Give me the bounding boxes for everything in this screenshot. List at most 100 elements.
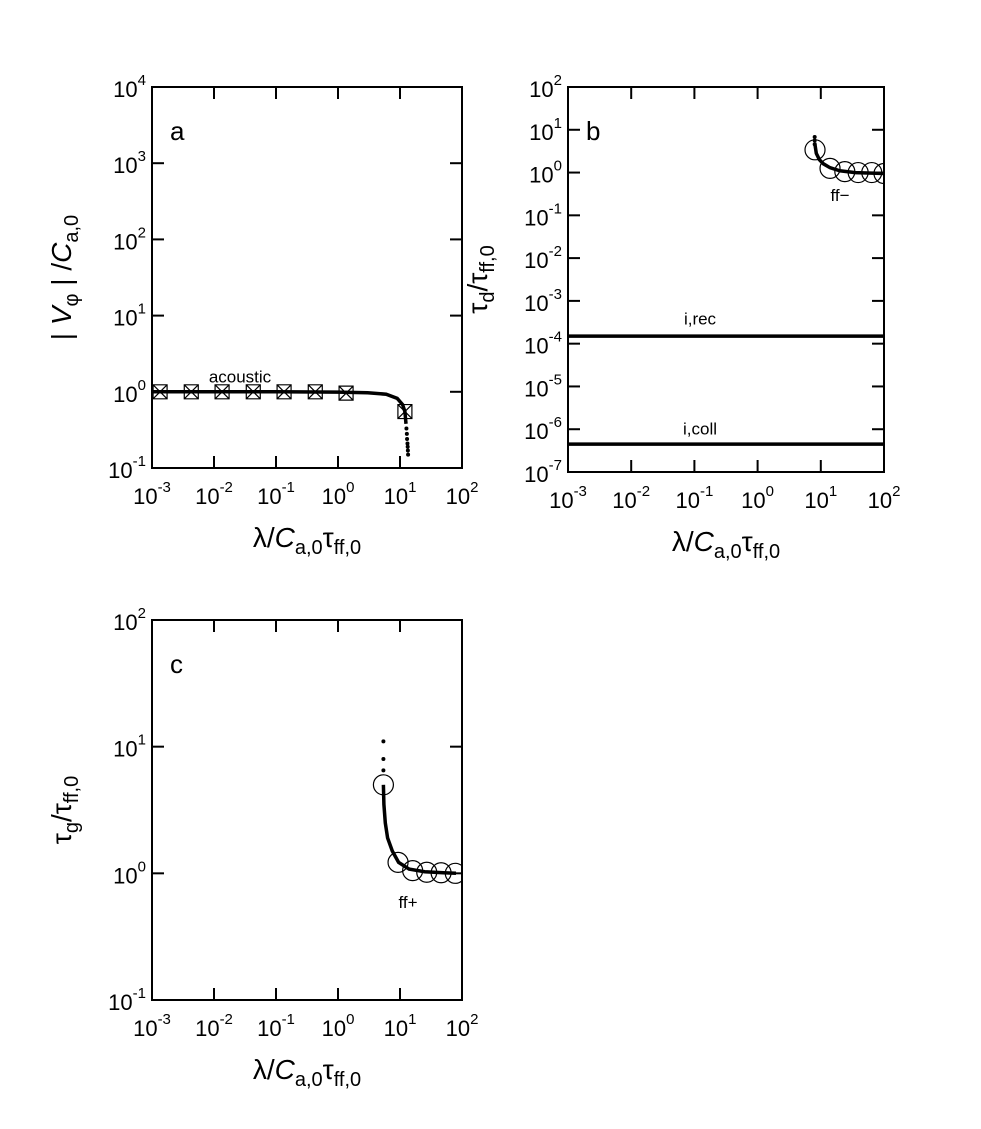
circle-marker	[834, 161, 856, 183]
plot-frame	[151, 619, 463, 1001]
y-tick-label: 10-2	[524, 243, 562, 273]
dot	[381, 739, 386, 744]
boxx-marker	[183, 384, 199, 400]
panel-label: b	[586, 116, 600, 146]
x-tick-label: 100	[741, 483, 774, 513]
y-tick-label: 10-1	[108, 985, 146, 1015]
y-tick-label: 10-1	[524, 200, 562, 230]
circle-marker	[444, 862, 462, 884]
y-axis-label: τd/τff,0​	[462, 245, 499, 313]
plot-frame	[567, 86, 885, 473]
series	[404, 426, 411, 457]
series	[381, 784, 457, 876]
series	[152, 384, 413, 420]
y-tick-label: 103	[113, 148, 146, 178]
plot-frame	[151, 86, 463, 469]
boxx-marker	[214, 384, 230, 400]
y-tick-label: 102	[113, 224, 146, 254]
y-tick-label: 101	[113, 301, 146, 331]
series	[804, 139, 884, 185]
y-tick-label: 100	[113, 858, 146, 888]
boxx-marker	[397, 403, 413, 420]
y-tick-label: 104	[113, 72, 146, 102]
x-axis-label: λ/Ca,0τff,0​	[253, 522, 361, 559]
circle-marker	[402, 860, 424, 882]
panel-label: a	[170, 116, 185, 146]
dot	[381, 768, 386, 773]
dot	[404, 426, 409, 431]
dot	[812, 142, 817, 147]
x-tick-label: 10-3	[133, 1011, 171, 1041]
x-tick-label: 101	[804, 483, 837, 513]
y-tick-label: 100	[529, 158, 562, 188]
dot	[406, 452, 411, 457]
x-tick-label: 10-1	[257, 479, 295, 509]
dot	[812, 134, 817, 139]
dot	[405, 437, 410, 442]
panel: 10-3 10-2 10-1 100 101 102 10-1 100 101 102 103 104…	[46, 72, 478, 559]
series-annotation: i,rec	[684, 310, 717, 329]
series	[152, 390, 408, 424]
y-tick-label: 102	[113, 605, 146, 635]
series-annotation: acoustic	[209, 367, 272, 386]
dot	[405, 444, 410, 449]
dot	[405, 448, 410, 453]
x-tick-label: 10-2	[195, 479, 233, 509]
boxx-marker	[245, 384, 261, 400]
x-tick-label: 10-1	[257, 1011, 295, 1041]
x-tick-label: 10-2	[612, 483, 650, 513]
y-tick-label: 101	[113, 732, 146, 762]
circle-marker	[372, 774, 395, 796]
curve	[381, 784, 457, 876]
boxx-marker	[152, 384, 168, 400]
x-tick-label: 102	[446, 1011, 479, 1041]
series	[381, 739, 386, 773]
series	[372, 774, 462, 884]
x-axis-label: λ/Ca,0τff,0​	[253, 1054, 361, 1091]
x-tick-label: 100	[322, 1011, 355, 1041]
circle-marker	[847, 161, 869, 184]
x-tick-label: 10-1	[675, 483, 713, 513]
dot	[404, 431, 409, 436]
x-tick-label: 10-2	[195, 1011, 233, 1041]
series	[812, 142, 884, 176]
x-tick-label: 10-3	[133, 479, 171, 509]
y-tick-label: 10-1	[108, 453, 146, 483]
curve	[812, 142, 884, 176]
boxx-marker	[276, 384, 292, 400]
boxx-marker	[338, 385, 354, 401]
y-axis-label: | Vφ | /Ca,0​	[46, 215, 83, 340]
y-tick-label: 10-3	[524, 286, 562, 316]
dot	[381, 756, 386, 761]
dot	[405, 441, 410, 446]
y-tick-label: 10-5	[524, 371, 562, 401]
y-tick-label: 10-4	[524, 329, 562, 359]
boxx-marker	[307, 384, 323, 400]
y-tick-label: 10-6	[524, 414, 562, 444]
y-tick-label: 101	[529, 115, 562, 145]
x-tick-label: 101	[384, 1011, 417, 1041]
x-tick-label: 102	[446, 479, 479, 509]
circle-marker	[861, 161, 883, 184]
circle-marker	[819, 157, 841, 180]
x-tick-label: 101	[384, 479, 417, 509]
series-annotation: ff−	[830, 186, 849, 205]
x-tick-label: 100	[322, 479, 355, 509]
series-annotation: ff+	[398, 893, 417, 912]
curve	[152, 390, 408, 424]
circle-marker	[430, 862, 452, 884]
circle-marker	[416, 861, 438, 883]
circle-marker	[804, 139, 826, 161]
y-axis-label: τg/τff,0​	[46, 776, 83, 844]
y-tick-label: 100	[113, 377, 146, 407]
x-tick-label: 10-3	[549, 483, 587, 513]
y-tick-label: 102	[529, 72, 562, 102]
panel: 10-3 10-2 10-1 100 101 102 10-7 10-6 10-5 10-4 10-…	[462, 72, 900, 563]
circle-marker	[873, 162, 884, 185]
panel: 10-3 10-2 10-1 100 101 102 10-1 100 101 102 λ/Ca,0…	[46, 605, 478, 1091]
x-axis-label: λ/Ca,0τff,0​	[672, 526, 780, 563]
series-annotation: i,coll	[683, 420, 717, 439]
x-tick-label: 102	[868, 483, 901, 513]
y-tick-label: 10-7	[524, 457, 562, 487]
